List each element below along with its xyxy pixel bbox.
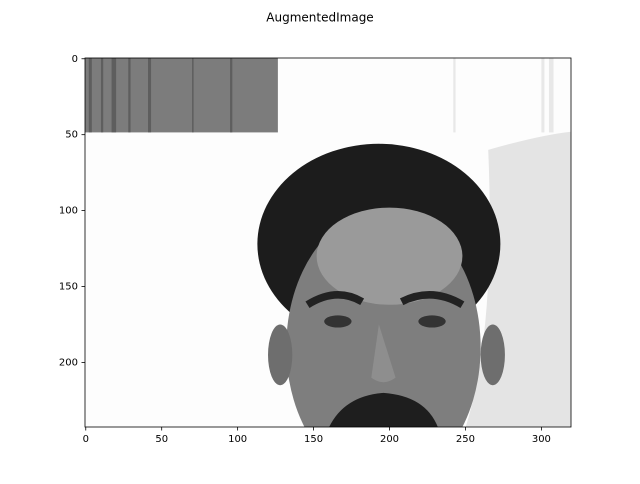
x-tick-label: 100 (228, 434, 247, 445)
x-tick-label: 0 (83, 434, 89, 445)
chart-title: AugmentedImage (266, 11, 373, 25)
y-tick-label: 50 (65, 130, 78, 141)
axes-frame (84, 57, 572, 428)
x-tick-label: 150 (304, 434, 323, 445)
x-tick-label: 200 (380, 434, 399, 445)
x-tick-label: 300 (532, 434, 551, 445)
y-tick-label: 150 (59, 282, 78, 293)
y-tick-label: 0 (72, 54, 78, 65)
image (85, 58, 571, 427)
x-tick-label: 250 (456, 434, 475, 445)
x-tick-label: 50 (155, 434, 168, 445)
y-tick-label: 100 (59, 206, 78, 217)
y-tick-label: 200 (59, 357, 78, 368)
